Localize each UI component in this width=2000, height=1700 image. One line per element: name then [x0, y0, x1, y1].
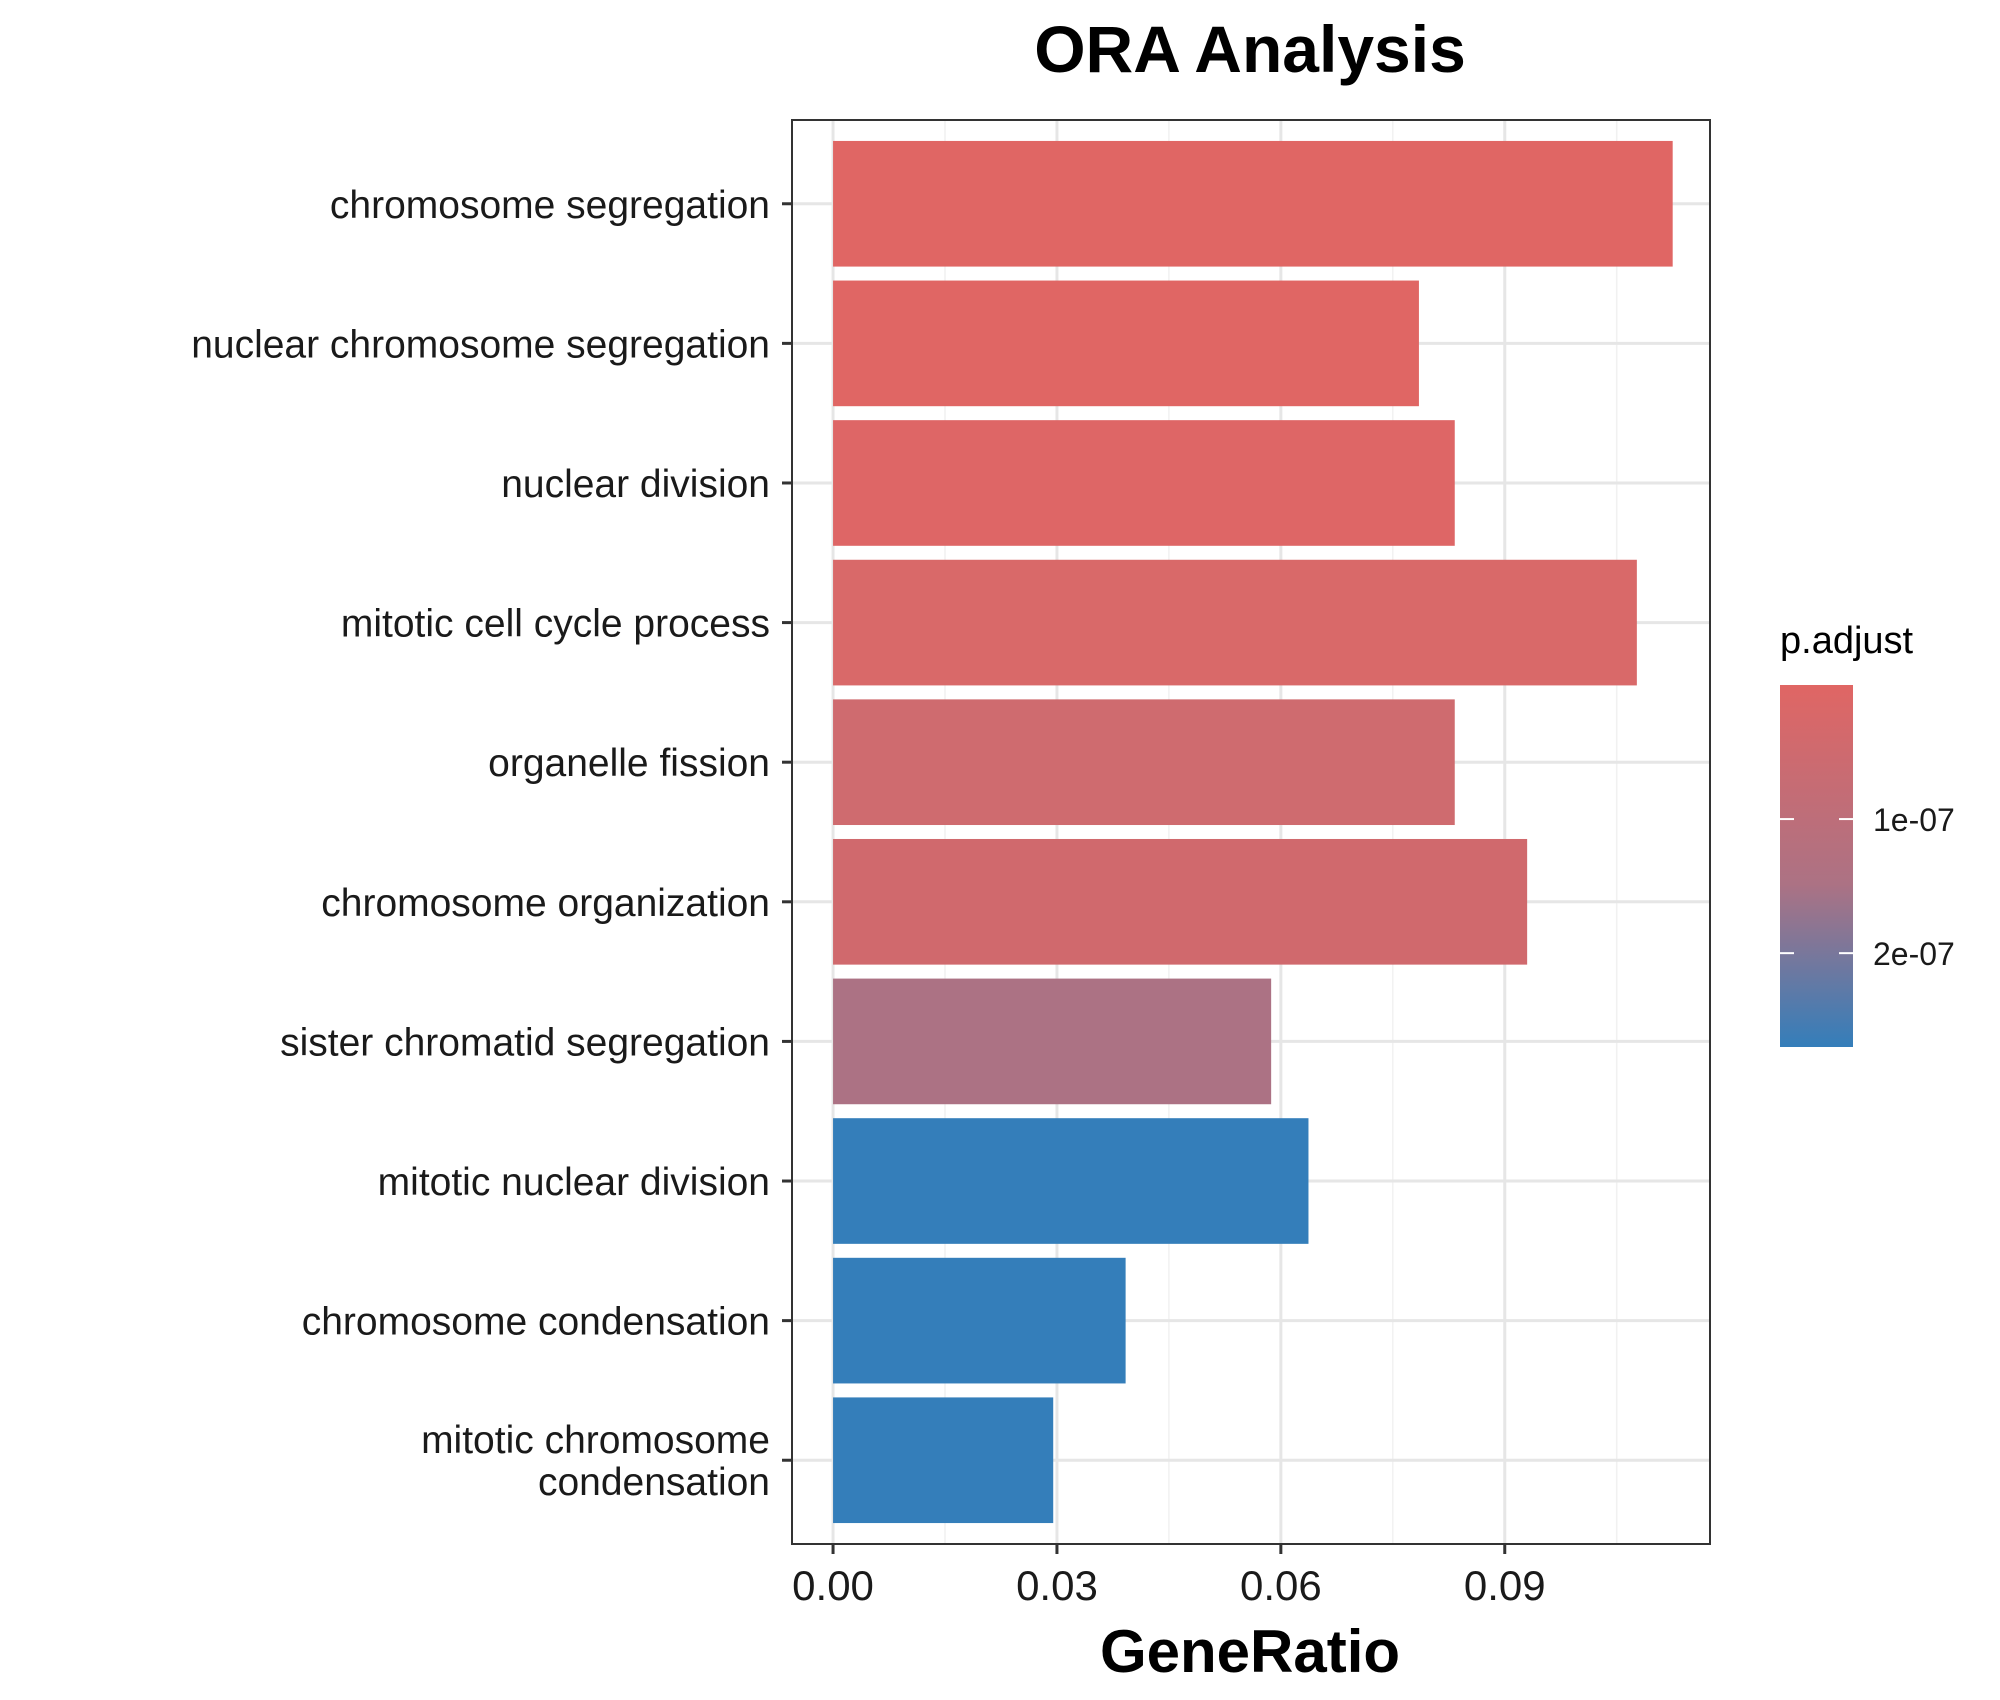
legend-ticks: 1e-07 2e-07: [1780, 802, 1955, 972]
y-tick-label: condensation: [538, 1461, 770, 1504]
legend-title: p.adjust: [1780, 620, 1914, 662]
bar: [833, 838, 1528, 965]
x-axis-title: GeneRatio: [1100, 1618, 1400, 1685]
y-tick-label: chromosome segregation: [330, 184, 770, 227]
plot-border: [791, 119, 1711, 1545]
x-axis: 0.00 0.03 0.06 0.09: [792, 1544, 1546, 1609]
y-tick-label: mitotic chromosome: [421, 1419, 770, 1462]
bar: [833, 420, 1455, 546]
chart-title: ORA Analysis: [1034, 12, 1466, 86]
legend-tick-label: 1e-07: [1873, 802, 1955, 838]
bar: [833, 559, 1637, 686]
legend-colorbar: [1780, 685, 1853, 1047]
y-axis: chromosome segregation nuclear chromosome…: [191, 184, 792, 1504]
bar-layer: [833, 140, 1673, 1524]
y-tick-label: nuclear chromosome segregation: [191, 323, 770, 366]
x-tick-label: 0.00: [792, 1562, 874, 1609]
y-tick-label: chromosome condensation: [302, 1301, 770, 1344]
bar: [833, 140, 1673, 267]
bar: [833, 1257, 1126, 1384]
x-tick-label: 0.03: [1016, 1562, 1098, 1609]
bar: [833, 978, 1272, 1105]
y-tick-label: mitotic nuclear division: [378, 1161, 770, 1204]
y-tick-label: mitotic cell cycle process: [341, 603, 770, 646]
bar: [833, 280, 1419, 407]
x-tick-label: 0.09: [1464, 1562, 1546, 1609]
y-tick-label: sister chromatid segregation: [280, 1021, 770, 1064]
bar: [833, 699, 1455, 826]
legend-tick-label: 2e-07: [1873, 936, 1955, 972]
y-tick-label: organelle fission: [488, 742, 770, 785]
y-tick-label: nuclear division: [501, 463, 770, 506]
legend: p.adjust 1e-07 2e-07: [1780, 620, 1955, 1047]
x-tick-label: 0.06: [1240, 1562, 1322, 1609]
bar: [833, 1397, 1054, 1524]
bar: [833, 1118, 1309, 1244]
y-tick-label: chromosome organization: [321, 882, 770, 925]
